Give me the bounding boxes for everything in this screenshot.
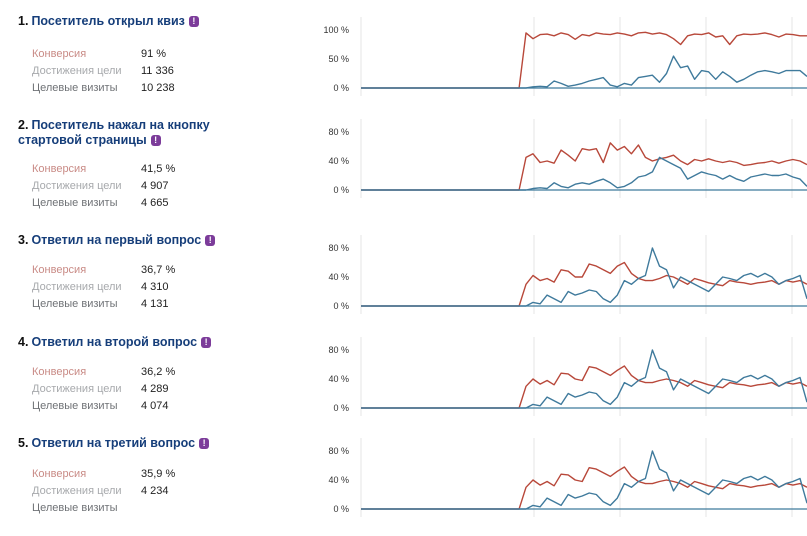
y-tick-label: 40 %: [328, 272, 349, 282]
goal-name-link[interactable]: Посетитель нажал на кнопку стартовой стр…: [18, 118, 210, 147]
goal-block: 1. Посетитель открыл квиз! Конверсия 91 % До…: [0, 14, 807, 114]
metric-label: Достижения цели: [32, 281, 122, 293]
goal-block: 2. Посетитель нажал на кнопку стартовой с…: [0, 118, 807, 218]
goal-info-badge-icon[interactable]: !: [205, 235, 216, 246]
goal-chart: 80 % 40 % 0 %: [328, 337, 807, 416]
series-line-conversion: [361, 365, 807, 409]
metric-value: 11 336: [141, 65, 174, 77]
metric-value: 4 289: [141, 383, 169, 395]
goal-title: 3. Ответил на первый вопрос!: [18, 233, 268, 248]
metric-value: 4 074: [141, 400, 169, 412]
metric-label: Конверсия: [32, 48, 87, 60]
series-line-conversion: [361, 466, 807, 510]
goal-number: 3.: [18, 233, 29, 247]
series-line-secondary: [361, 55, 807, 89]
goal-title: 1. Посетитель открыл квиз!: [18, 14, 268, 29]
series-line-conversion: [361, 31, 807, 89]
goal-number: 2.: [18, 118, 29, 132]
series-line-secondary: [361, 156, 807, 191]
y-tick-label: 0 %: [333, 504, 349, 514]
goal-number: 5.: [18, 436, 29, 450]
metric-label: Целевые визиты: [32, 82, 118, 94]
metric-label: Целевые визиты: [32, 400, 118, 412]
metric-label: Конверсия: [32, 366, 87, 378]
metric-value: 10 238: [141, 82, 175, 94]
goal-block: 4. Ответил на второй вопрос! Конверсия 36,2…: [0, 335, 807, 435]
metric-value: 4 310: [141, 281, 169, 293]
series-line-secondary: [361, 247, 807, 307]
y-tick-label: 40 %: [328, 475, 349, 485]
metric-label: Достижения цели: [32, 383, 122, 395]
goal-title: 5. Ответил на третий вопрос!: [18, 436, 268, 451]
metric-label: Конверсия: [32, 468, 87, 480]
metric-label: Целевые визиты: [32, 298, 118, 310]
metric-value: 36,2 %: [141, 366, 176, 378]
goal-chart: 80 % 40 % 0 %: [328, 235, 807, 314]
goal-chart: 100 % 50 % 0 %: [323, 17, 807, 96]
series-line-secondary: [361, 349, 807, 409]
goal-title: 4. Ответил на второй вопрос!: [18, 335, 268, 350]
metric-label: Достижения цели: [32, 485, 122, 497]
y-tick-label: 80 %: [328, 446, 349, 456]
y-tick-label: 40 %: [328, 374, 349, 384]
goal-number: 1.: [18, 14, 29, 28]
series-line-secondary: [361, 450, 807, 510]
y-tick-label: 80 %: [328, 243, 349, 253]
metric-label: Достижения цели: [32, 180, 122, 192]
series-line-conversion: [361, 261, 807, 307]
metric-label: Конверсия: [32, 264, 87, 276]
y-tick-label: 80 %: [328, 127, 349, 137]
metric-value: 41,5 %: [141, 163, 176, 175]
goal-title: 2. Посетитель нажал на кнопку стартовой с…: [18, 118, 268, 148]
goal-info-badge-icon[interactable]: !: [150, 135, 161, 146]
y-tick-label: 100 %: [323, 25, 349, 35]
goal-info-badge-icon[interactable]: !: [188, 16, 199, 27]
metric-value: 91 %: [141, 48, 167, 60]
metric-label: Целевые визиты: [32, 197, 118, 209]
metric-value: 4 131: [141, 298, 169, 310]
y-tick-label: 0 %: [333, 185, 349, 195]
metric-value: 4 907: [141, 180, 169, 192]
goal-name-link[interactable]: Посетитель открыл квиз: [31, 14, 185, 28]
y-tick-label: 0 %: [333, 83, 349, 93]
goal-name-link[interactable]: Ответил на первый вопрос: [31, 233, 202, 247]
goal-number: 4.: [18, 335, 29, 349]
metric-value: 35,9 %: [141, 468, 176, 480]
goal-info-badge-icon[interactable]: !: [201, 337, 212, 348]
goal-info-badge-icon[interactable]: !: [199, 438, 210, 449]
y-tick-label: 0 %: [333, 301, 349, 311]
goal-name-link[interactable]: Ответил на третий вопрос: [31, 436, 196, 450]
metric-value: 36,7 %: [141, 264, 176, 276]
goal-name-link[interactable]: Ответил на второй вопрос: [31, 335, 198, 349]
metric-label: Конверсия: [32, 163, 87, 175]
metric-label: Целевые визиты: [32, 502, 118, 514]
metric-value: 4 234: [141, 485, 169, 497]
y-tick-label: 50 %: [328, 54, 349, 64]
y-tick-label: 40 %: [328, 156, 349, 166]
goal-block: 5. Ответил на третий вопрос! Конверсия 35,9…: [0, 436, 807, 536]
metric-value: 4 665: [141, 197, 169, 209]
goal-chart: 80 % 40 % 0 %: [328, 119, 807, 198]
goal-chart: 80 % 40 % 0 %: [328, 438, 807, 517]
y-tick-label: 0 %: [333, 403, 349, 413]
goal-block: 3. Ответил на первый вопрос! Конверсия 36,7…: [0, 233, 807, 333]
metric-label: Достижения цели: [32, 65, 122, 77]
y-tick-label: 80 %: [328, 345, 349, 355]
